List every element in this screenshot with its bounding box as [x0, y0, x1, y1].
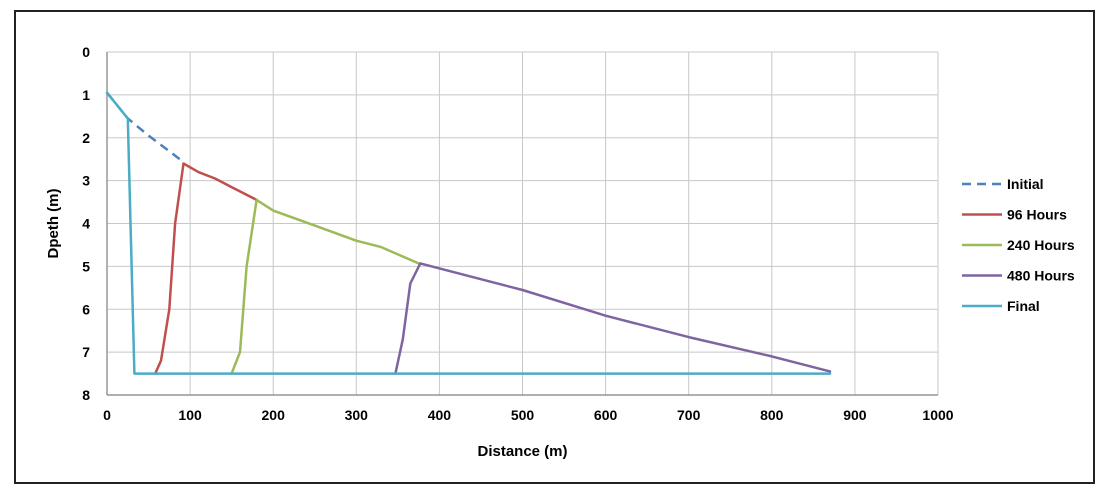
x-tick-label: 200 [262, 407, 286, 423]
legend-label: Initial [1007, 176, 1044, 192]
x-axis-title: Distance (m) [477, 443, 567, 460]
y-tick-labels: 0 1 2 3 4 5 6 7 8 [82, 44, 90, 403]
x-tick-label: 700 [677, 407, 701, 423]
series-lines [105, 91, 832, 375]
x-tick-label: 500 [511, 407, 535, 423]
series-line-480-hours [394, 262, 832, 375]
series-line-96-hours [153, 162, 258, 375]
y-tick-label: 0 [82, 44, 90, 60]
y-tick-label: 8 [82, 387, 90, 403]
x-tick-labels: 0 100 200 300 400 500 600 700 800 900 1000 [103, 407, 954, 423]
legend-label: 240 Hours [1007, 237, 1075, 253]
y-axis-title: Dpeth (m) [45, 189, 62, 259]
y-tick-label: 1 [82, 87, 90, 103]
x-tick-label: 100 [178, 407, 202, 423]
y-tick-label: 7 [82, 344, 90, 360]
y-tick-label: 3 [82, 173, 90, 189]
x-tick-label: 1000 [922, 407, 953, 423]
legend-label: Final [1007, 298, 1040, 314]
y-tick-label: 6 [82, 301, 90, 317]
series-line-initial [106, 91, 184, 163]
legend-label: 480 Hours [1007, 268, 1075, 284]
y-tick-label: 2 [82, 130, 90, 146]
legend-label: 96 Hours [1007, 207, 1067, 223]
y-tick-label: 4 [82, 216, 90, 232]
chart-frame [14, 10, 1095, 484]
x-tick-label: 300 [345, 407, 369, 423]
x-tick-label: 0 [103, 407, 111, 423]
y-tick-label: 5 [82, 258, 90, 274]
x-tick-label: 800 [760, 407, 784, 423]
axes [106, 52, 938, 396]
x-tick-label: 600 [594, 407, 618, 423]
grid-lines [106, 51, 939, 396]
legend: Initial 96 Hours 240 Hours 480 Hours Final [962, 176, 1075, 314]
series-line-240-hours [230, 198, 420, 375]
series-line-final [105, 91, 832, 375]
x-tick-label: 400 [428, 407, 452, 423]
x-tick-label: 900 [843, 407, 867, 423]
